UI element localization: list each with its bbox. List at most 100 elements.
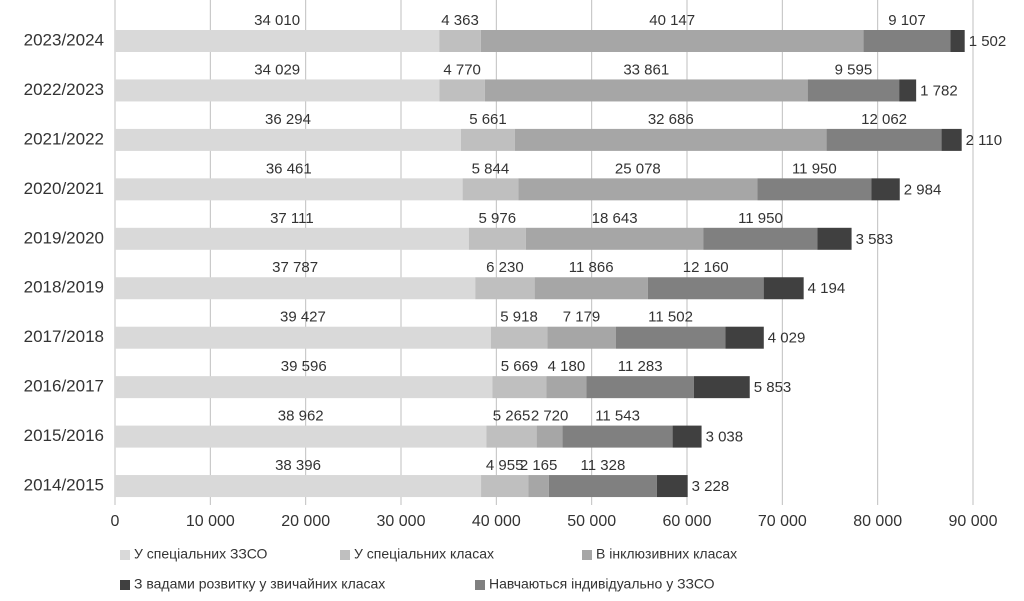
legend-label: В інклюзивних класах <box>596 546 737 562</box>
bar-segment <box>484 79 808 102</box>
x-tick-label: 0 <box>111 513 120 530</box>
bar-segment <box>562 425 673 448</box>
y-tick-label: 2022/2023 <box>24 80 104 99</box>
x-tick-label: 40 000 <box>472 513 521 530</box>
bar-segment <box>672 425 702 448</box>
data-label: 5 669 <box>501 358 539 375</box>
bar-segment <box>490 326 548 349</box>
data-label: 4 955 <box>486 457 524 474</box>
bar-segment <box>817 227 852 250</box>
data-label: 1 502 <box>969 33 1007 50</box>
data-label: 1 782 <box>920 82 958 99</box>
data-label: 2 720 <box>531 408 569 425</box>
data-label: 39 596 <box>281 358 327 375</box>
data-label: 4 363 <box>441 12 479 29</box>
data-label: 38 396 <box>275 457 321 474</box>
data-label: 11 543 <box>595 408 640 425</box>
x-tick-label: 10 000 <box>186 513 235 530</box>
bar-segment <box>115 227 469 250</box>
bar-segment <box>486 425 537 448</box>
data-label: 36 461 <box>266 160 312 177</box>
data-label: 34 010 <box>254 12 300 29</box>
bar-segment <box>615 326 726 349</box>
legend-label: У спеціальних класах <box>354 546 494 562</box>
bar-segment <box>115 425 487 448</box>
data-label: 9 595 <box>835 61 873 78</box>
data-label: 4 180 <box>548 358 586 375</box>
x-tick-label: 90 000 <box>949 513 998 530</box>
bar-segment <box>693 376 750 399</box>
bar-segment <box>656 475 688 498</box>
data-label: 7 179 <box>563 309 601 326</box>
legend-label: У спеціальних ЗЗСО <box>134 546 268 562</box>
bar-segment <box>536 425 563 448</box>
x-tick-label: 50 000 <box>567 513 616 530</box>
bar-segment <box>514 128 827 151</box>
x-tick-label: 60 000 <box>663 513 712 530</box>
y-tick-label: 2018/2019 <box>24 278 104 297</box>
data-label: 2 984 <box>904 181 942 198</box>
bar-segment <box>475 277 535 300</box>
data-label: 6 230 <box>486 259 524 276</box>
data-label: 11 950 <box>738 210 783 227</box>
data-label: 12 160 <box>683 259 729 276</box>
legend-label: Навчаються індивідуально у ЗЗСО <box>489 576 715 592</box>
data-label: 5 976 <box>479 210 517 227</box>
data-label: 39 427 <box>280 309 326 326</box>
y-tick-label: 2016/2017 <box>24 377 104 396</box>
y-tick-label: 2021/2022 <box>24 129 104 148</box>
y-tick-label: 2014/2015 <box>24 476 104 495</box>
bar-segment <box>863 30 951 52</box>
bar-segment <box>534 277 648 300</box>
y-tick-label: 2019/2020 <box>24 228 104 247</box>
bar-segment <box>439 79 485 102</box>
bar-segment <box>481 475 529 498</box>
bar-segment <box>468 227 526 250</box>
bar-segment <box>115 475 482 498</box>
data-label: 4 029 <box>768 330 806 347</box>
data-label: 5 853 <box>754 379 792 396</box>
bar-segment <box>115 326 491 349</box>
x-tick-label: 80 000 <box>853 513 902 530</box>
bar-segment <box>480 30 864 52</box>
bar-segment <box>115 277 476 300</box>
bar-segment <box>461 128 515 151</box>
bar-segment <box>525 227 704 250</box>
data-label: 33 861 <box>623 61 669 78</box>
data-label: 5 918 <box>500 309 538 326</box>
bar-segment <box>115 128 462 151</box>
bar-segment <box>826 128 942 151</box>
bar-segment <box>547 326 616 349</box>
bar-segment <box>492 376 547 399</box>
data-label: 3 228 <box>692 478 730 495</box>
legend-label: З вадами розвитку у звичайних класах <box>134 576 385 592</box>
data-label: 9 107 <box>888 12 926 29</box>
y-tick-label: 2017/2018 <box>24 327 104 346</box>
bar-segment <box>439 30 481 52</box>
bar-segment <box>899 79 917 102</box>
data-label: 4 194 <box>808 280 846 297</box>
data-label: 2 165 <box>520 457 558 474</box>
data-label: 12 062 <box>861 111 907 128</box>
legend-swatch <box>120 550 130 560</box>
bar-segment <box>807 79 900 102</box>
data-label: 5 661 <box>469 111 507 128</box>
data-label: 3 038 <box>706 429 744 446</box>
x-tick-label: 20 000 <box>281 513 330 530</box>
bar-segment <box>950 30 965 52</box>
data-label: 11 950 <box>792 160 837 177</box>
data-label: 2 110 <box>966 132 1002 149</box>
data-label: 5 265 <box>493 408 531 425</box>
bar-segment <box>725 326 764 349</box>
data-label: 11 283 <box>618 358 663 375</box>
bar-segment <box>518 178 758 201</box>
bar-segment <box>763 277 804 300</box>
bar-segment <box>941 128 962 151</box>
bar-segment <box>757 178 872 201</box>
bar-segment <box>115 79 440 102</box>
bar-segment <box>871 178 900 201</box>
data-label: 3 583 <box>856 231 894 248</box>
bar-segment <box>115 376 493 399</box>
data-label: 37 787 <box>272 259 318 276</box>
